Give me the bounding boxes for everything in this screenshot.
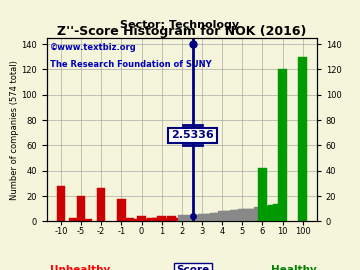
Text: Healthy: Healthy — [271, 265, 317, 270]
Bar — [194, 215, 202, 221]
Bar — [69, 218, 77, 221]
Bar — [268, 205, 277, 221]
Title: Z''-Score Histogram for NOK (2016): Z''-Score Histogram for NOK (2016) — [57, 25, 306, 38]
Bar — [222, 211, 230, 221]
Bar — [198, 214, 206, 221]
Bar — [273, 204, 282, 221]
Bar — [167, 216, 176, 221]
Bar — [117, 199, 126, 221]
Bar — [263, 206, 272, 221]
Text: Sector: Technology: Sector: Technology — [121, 20, 239, 30]
Text: The Research Foundation of SUNY: The Research Foundation of SUNY — [50, 60, 211, 69]
Bar — [147, 218, 156, 221]
Bar — [238, 209, 247, 221]
Bar — [258, 168, 267, 221]
Bar — [278, 69, 287, 221]
Bar — [57, 186, 65, 221]
Bar — [84, 219, 92, 221]
Bar — [177, 215, 186, 221]
Text: 2.5336: 2.5336 — [171, 130, 214, 140]
Bar — [131, 219, 140, 221]
Bar — [152, 218, 161, 221]
Bar — [218, 211, 226, 221]
Text: Score: Score — [176, 265, 210, 270]
Text: Unhealthy: Unhealthy — [50, 265, 111, 270]
Bar — [137, 216, 146, 221]
Text: ©www.textbiz.org: ©www.textbiz.org — [50, 43, 136, 52]
Bar — [246, 209, 255, 221]
Bar — [186, 215, 194, 221]
Bar — [190, 215, 198, 221]
Bar — [230, 210, 238, 221]
Bar — [214, 212, 222, 221]
Bar — [157, 216, 166, 221]
Bar — [172, 218, 181, 221]
Bar — [234, 210, 242, 221]
Bar — [254, 207, 262, 221]
Bar — [210, 212, 218, 221]
Bar — [125, 218, 134, 221]
Bar — [162, 218, 171, 221]
Bar — [250, 209, 258, 221]
Bar — [97, 188, 105, 221]
Bar — [181, 216, 190, 221]
Bar — [242, 209, 251, 221]
Bar — [206, 214, 214, 221]
Bar — [77, 196, 85, 221]
Bar — [226, 211, 234, 221]
Bar — [298, 57, 307, 221]
Bar — [142, 219, 151, 221]
Bar — [202, 214, 210, 221]
Y-axis label: Number of companies (574 total): Number of companies (574 total) — [10, 60, 19, 200]
